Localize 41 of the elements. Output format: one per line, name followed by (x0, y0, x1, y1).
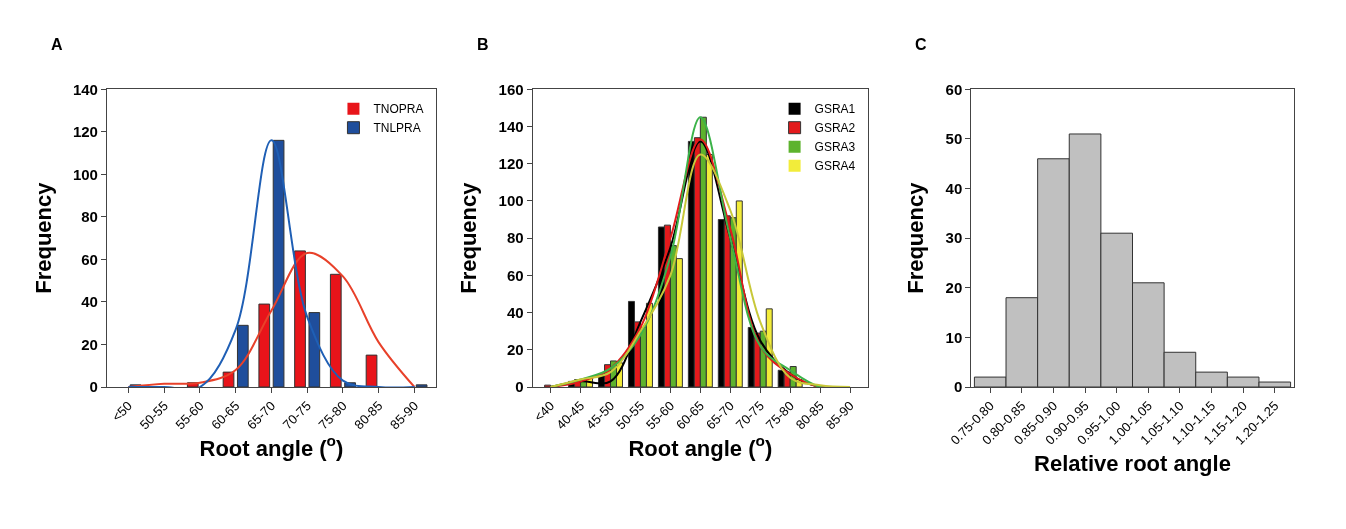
legend-label: GSRA3 (814, 140, 856, 155)
y-tick-label: 0 (953, 378, 963, 396)
y-axis-title: Frequency (30, 181, 56, 294)
y-tick-label: 60 (506, 266, 524, 284)
y-tick-label: 160 (498, 80, 524, 98)
legend-label: GSRA1 (814, 102, 856, 117)
x-tick-label: <40 (531, 398, 558, 425)
y-tick-label: 20 (81, 335, 98, 353)
y-tick-label: 40 (506, 303, 524, 321)
y-tick-label: 50 (945, 130, 963, 148)
y-tick-label: 140 (498, 117, 524, 135)
y-tick-label: 0 (515, 378, 524, 396)
legend-label: TNLPRA (373, 121, 421, 136)
legend-label: TNOPRA (373, 102, 424, 117)
y-axis-title: Frequency (903, 181, 929, 294)
y-tick-label: 80 (506, 229, 524, 247)
y-tick-label: 140 (72, 80, 98, 98)
y-tick-label: 20 (506, 341, 524, 359)
x-axis-title: Relative root angle (1034, 450, 1231, 476)
y-tick-label: 80 (81, 208, 98, 226)
y-tick-label: 0 (89, 378, 98, 396)
y-tick-label: 40 (81, 293, 98, 311)
x-axis-title: Root angle ($^{o}$) (628, 432, 773, 461)
y-tick-label: 100 (498, 192, 524, 210)
y-tick-label: 60 (81, 250, 98, 268)
y-tick-label: 60 (945, 80, 963, 98)
y-tick-label: 100 (72, 165, 98, 183)
text: A (51, 36, 63, 53)
x-tick-label: <50 (108, 398, 136, 425)
y-tick-label: 120 (498, 154, 524, 172)
y-tick-label: 120 (72, 123, 98, 141)
legend-label: GSRA2 (814, 121, 856, 136)
y-axis-title: Frequency (456, 181, 482, 294)
y-tick-label: 10 (945, 328, 963, 346)
x-axis-title: Root angle ($^{o}$) (199, 432, 344, 461)
y-tick-label: 40 (945, 179, 963, 197)
legend-label: GSRA4 (814, 159, 856, 174)
text: C (915, 36, 927, 53)
y-tick-label: 20 (945, 279, 963, 297)
text: B (477, 36, 489, 53)
y-tick-label: 30 (945, 229, 963, 247)
